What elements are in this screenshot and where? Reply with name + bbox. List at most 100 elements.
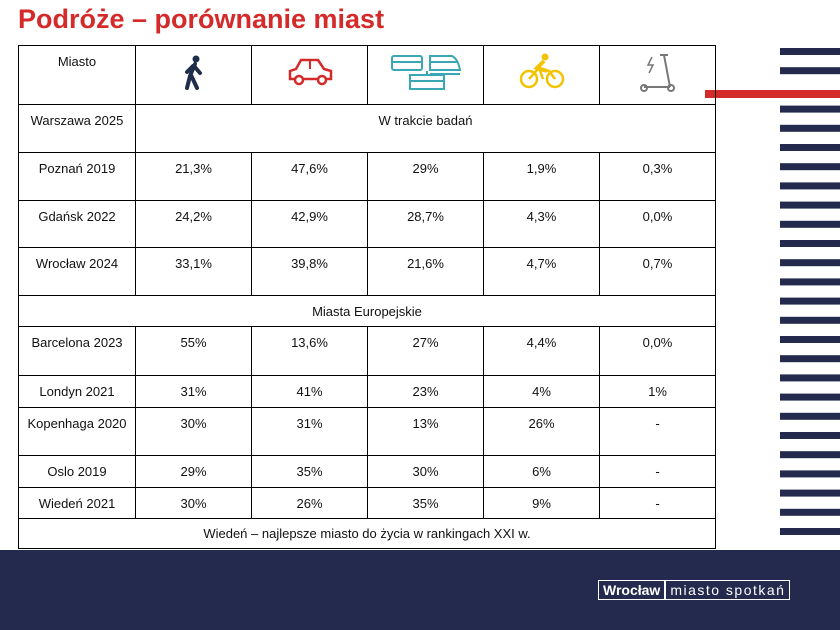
- value-cell: 30%: [135, 487, 252, 519]
- stripe: [780, 412, 840, 420]
- value-cell: 35%: [367, 487, 484, 519]
- stripe: [780, 336, 840, 343]
- value-cell: 24,2%: [135, 200, 252, 248]
- city-cell: Warszawa 2025: [18, 104, 136, 153]
- value-cell: 4,3%: [483, 200, 600, 248]
- logo-brand: Wrocław: [598, 580, 666, 600]
- decoration: [705, 48, 840, 535]
- value-cell: 30%: [367, 455, 484, 488]
- value-cell: 29%: [367, 152, 484, 201]
- city-cell: Barcelona 2023: [18, 326, 136, 376]
- city-cell: Poznań 2019: [18, 152, 136, 201]
- value-cell: 31%: [135, 375, 252, 408]
- stripe: [780, 201, 840, 209]
- stripe: [780, 470, 840, 478]
- bike-icon: [483, 45, 600, 105]
- value-cell: 4,4%: [483, 326, 600, 376]
- city-cell: Londyn 2021: [18, 375, 136, 408]
- transit-icon: [367, 45, 484, 105]
- value-cell: 26%: [483, 407, 600, 456]
- value-cell: 0,3%: [599, 152, 716, 201]
- value-cell: 55%: [135, 326, 252, 376]
- title: Podróże – porównanie miast: [18, 4, 385, 34]
- stripe: [780, 374, 840, 382]
- logo: Wrocław miasto spotkań: [598, 580, 791, 600]
- value-cell: 4%: [483, 375, 600, 408]
- stripe: [780, 489, 840, 497]
- value-cell: 0,0%: [599, 200, 716, 248]
- table-row: Miasta Europejskie: [18, 295, 716, 327]
- header-row: Miasto: [18, 45, 716, 105]
- stripe: [780, 105, 840, 113]
- stripe: [780, 240, 840, 247]
- logo-slogan: miasto spotkań: [665, 580, 791, 600]
- table-row: Wrocław 2024 33,1% 39,8% 21,6% 4,7% 0,7%: [18, 247, 716, 296]
- stripe: [780, 528, 840, 535]
- value-cell: 42,9%: [251, 200, 368, 248]
- section-cell: Miasta Europejskie: [18, 295, 716, 327]
- value-cell: 13%: [367, 407, 484, 456]
- table-row: Oslo 2019 29% 35% 30% 6% -: [18, 455, 716, 488]
- value-cell: 21,6%: [367, 247, 484, 296]
- stripe: [780, 432, 840, 439]
- city-cell: Oslo 2019: [18, 455, 136, 488]
- stripe: [780, 163, 840, 171]
- stripe: [780, 259, 840, 267]
- table-row: Londyn 2021 31% 41% 23% 4% 1%: [18, 375, 716, 408]
- scooter-icon: [599, 45, 716, 105]
- value-cell: 35%: [251, 455, 368, 488]
- footer-cell: Wiedeń – najlepsze miasto do życia w ran…: [18, 518, 716, 549]
- table-row: Barcelona 2023 55% 13,6% 27% 4,4% 0,0%: [18, 326, 716, 376]
- footer-band: [0, 550, 840, 630]
- stripe: [780, 393, 840, 401]
- value-cell: -: [599, 487, 716, 519]
- value-cell: 39,8%: [251, 247, 368, 296]
- table-row: Kopenhaga 2020 30% 31% 13% 26% -: [18, 407, 716, 456]
- city-cell: Wiedeń 2021: [18, 487, 136, 519]
- note-cell: W trakcie badań: [135, 104, 716, 153]
- city-cell: Wrocław 2024: [18, 247, 136, 296]
- walk-icon: [135, 45, 252, 105]
- value-cell: 30%: [135, 407, 252, 456]
- table-row: Wiedeń 2021 30% 26% 35% 9% -: [18, 487, 716, 519]
- stripe: [780, 48, 840, 55]
- comparison-table: Miasto Warszawa 2025 W trakcie badań Pozna…: [18, 45, 716, 549]
- value-cell: 4,7%: [483, 247, 600, 296]
- value-cell: 9%: [483, 487, 600, 519]
- stripe: [780, 355, 840, 363]
- value-cell: 0,7%: [599, 247, 716, 296]
- value-cell: 1,9%: [483, 152, 600, 201]
- value-cell: 41%: [251, 375, 368, 408]
- stripe: [780, 220, 840, 228]
- car-icon: [251, 45, 368, 105]
- stripe: [780, 316, 840, 324]
- table-row: Poznań 2019 21,3% 47,6% 29% 1,9% 0,3%: [18, 152, 716, 201]
- stripe: [780, 67, 840, 75]
- value-cell: 33,1%: [135, 247, 252, 296]
- stripe: [705, 90, 840, 98]
- value-cell: 21,3%: [135, 152, 252, 201]
- table-row: Gdańsk 2022 24,2% 42,9% 28,7% 4,3% 0,0%: [18, 200, 716, 248]
- value-cell: 29%: [135, 455, 252, 488]
- stripe: [780, 182, 840, 190]
- value-cell: 47,6%: [251, 152, 368, 201]
- value-cell: 0,0%: [599, 326, 716, 376]
- city-cell: Gdańsk 2022: [18, 200, 136, 248]
- stripe: [780, 124, 840, 132]
- value-cell: 6%: [483, 455, 600, 488]
- stripe: [780, 278, 840, 286]
- table-row: Warszawa 2025 W trakcie badań: [18, 104, 716, 153]
- value-cell: -: [599, 407, 716, 456]
- value-cell: 23%: [367, 375, 484, 408]
- header-cell: Miasto: [18, 45, 136, 105]
- table-body: Miasto Warszawa 2025 W trakcie badań Pozna…: [18, 45, 716, 549]
- stripe: [780, 144, 840, 151]
- value-cell: 26%: [251, 487, 368, 519]
- value-cell: 28,7%: [367, 200, 484, 248]
- stripe: [780, 297, 840, 305]
- value-cell: 1%: [599, 375, 716, 408]
- city-cell: Kopenhaga 2020: [18, 407, 136, 456]
- value-cell: 27%: [367, 326, 484, 376]
- footer-row: Wiedeń – najlepsze miasto do życia w ran…: [18, 518, 716, 549]
